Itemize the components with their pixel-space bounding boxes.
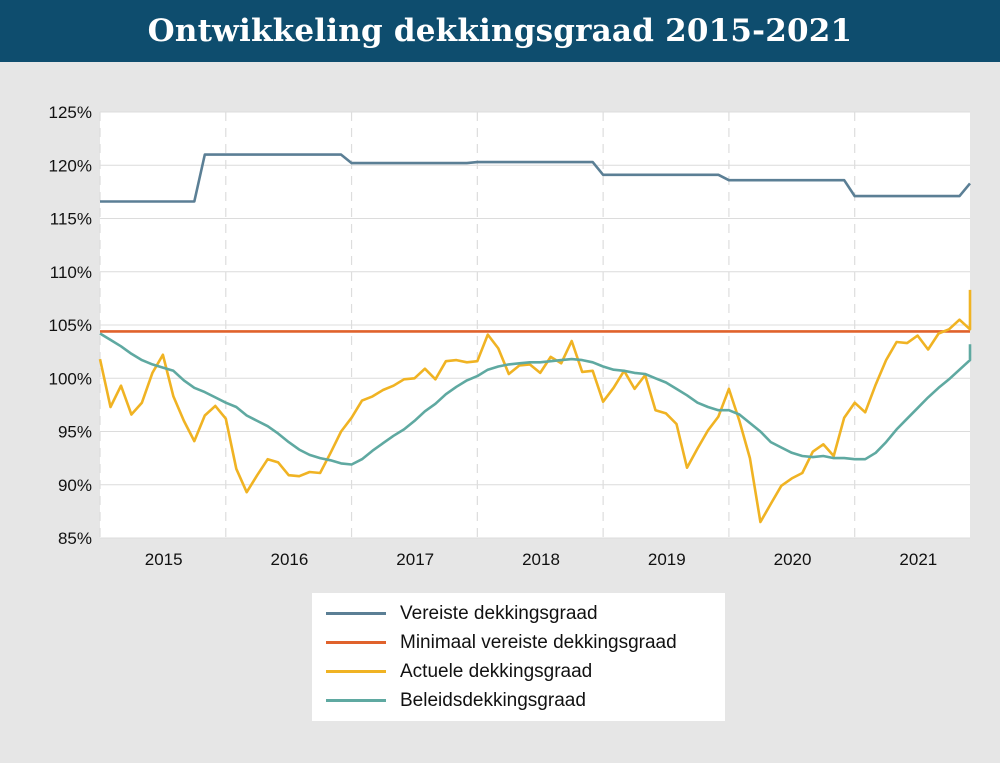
x-tick-label: 2016 bbox=[271, 550, 309, 569]
chart-svg: 85% 90% 95% 100% 105% 110% 115% 120% 125% 2015 20… bbox=[49, 103, 972, 569]
series-line-4 bbox=[99, 332, 972, 466]
legend-label: Beleidsdekkingsgraad bbox=[400, 689, 586, 711]
legend-item: Vereiste dekkingsgraad bbox=[326, 599, 725, 628]
legend-item: Actuele dekkingsgraad bbox=[326, 657, 725, 686]
legend-label: Minimaal vereiste dekkingsgraad bbox=[400, 631, 677, 653]
y-tick-label: 90% bbox=[58, 476, 92, 495]
legend-swatch bbox=[326, 641, 386, 644]
legend-item: Beleidsdekkingsgraad bbox=[326, 686, 725, 715]
legend-swatch bbox=[326, 670, 386, 673]
legend-item: Minimaal vereiste dekkingsgraad bbox=[326, 628, 725, 657]
legend-label: Vereiste dekkingsgraad bbox=[400, 602, 598, 624]
x-tick-label: 2018 bbox=[522, 550, 560, 569]
legend-label: Actuele dekkingsgraad bbox=[400, 660, 593, 682]
y-tick-label: 100% bbox=[49, 369, 92, 388]
y-tick-label: 105% bbox=[49, 316, 92, 335]
y-tick-label: 85% bbox=[58, 529, 92, 548]
y-tick-label: 125% bbox=[49, 103, 92, 122]
chart-title: Ontwikkeling dekkingsgraad 2015-2021 bbox=[147, 13, 853, 49]
y-tick-label: 95% bbox=[58, 423, 92, 442]
series-line-3 bbox=[98, 289, 972, 524]
y-tick-label: 110% bbox=[50, 263, 92, 282]
legend-swatch bbox=[326, 699, 386, 702]
y-tick-label: 120% bbox=[49, 156, 92, 175]
legend-swatch bbox=[326, 612, 386, 615]
legend: Vereiste dekkingsgraad Minimaal vereiste … bbox=[312, 593, 725, 721]
title-bar: Ontwikkeling dekkingsgraad 2015-2021 bbox=[0, 0, 1000, 62]
x-tick-label: 2019 bbox=[648, 550, 686, 569]
x-tick-label: 2020 bbox=[774, 550, 812, 569]
series-line-1 bbox=[100, 153, 972, 203]
x-tick-label: 2021 bbox=[899, 550, 937, 569]
x-tick-label: 2017 bbox=[396, 550, 434, 569]
y-tick-label: 115% bbox=[50, 210, 92, 229]
x-tick-label: 2015 bbox=[145, 550, 183, 569]
